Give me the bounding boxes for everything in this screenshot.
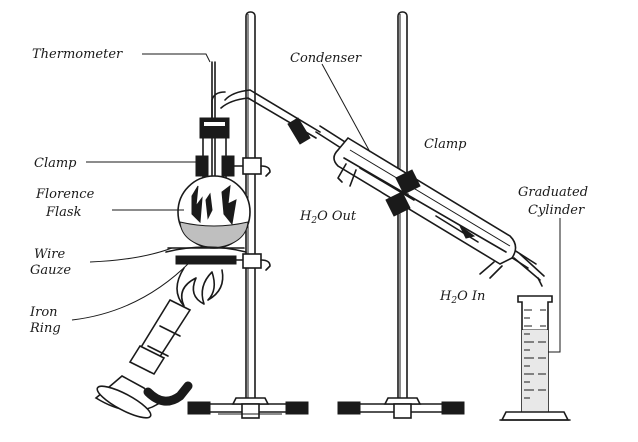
thermometer-label: Thermometer — [32, 47, 123, 62]
graduated-cylinder — [499, 295, 571, 421]
bunsen-burner — [94, 267, 224, 419]
iron-label: Iron — [29, 305, 58, 320]
left-ring-stand — [187, 11, 309, 419]
graduated-label: Graduated — [518, 185, 588, 200]
wire-label: Wire — [34, 247, 66, 262]
florence-flask — [177, 89, 321, 249]
flask-label: Flask — [45, 205, 82, 220]
right-clamp-label: Clamp — [424, 137, 467, 152]
florence-label: Florence — [35, 187, 95, 202]
ring-label: Ring — [29, 321, 61, 336]
condenser — [287, 117, 545, 287]
iron-ring-and-gauze — [165, 246, 271, 271]
left-clamp-label: Clamp — [34, 156, 77, 171]
leader-lines — [71, 53, 561, 353]
right-clamp — [385, 169, 421, 217]
left-clamp — [195, 155, 271, 177]
condenser-label: Condenser — [290, 51, 362, 66]
gauze-label: Gauze — [30, 263, 71, 278]
h2o-in-label: H2O In — [439, 289, 485, 306]
cylinder-label: Cylinder — [528, 203, 585, 218]
h2o-out-label: H2O Out — [299, 209, 357, 226]
